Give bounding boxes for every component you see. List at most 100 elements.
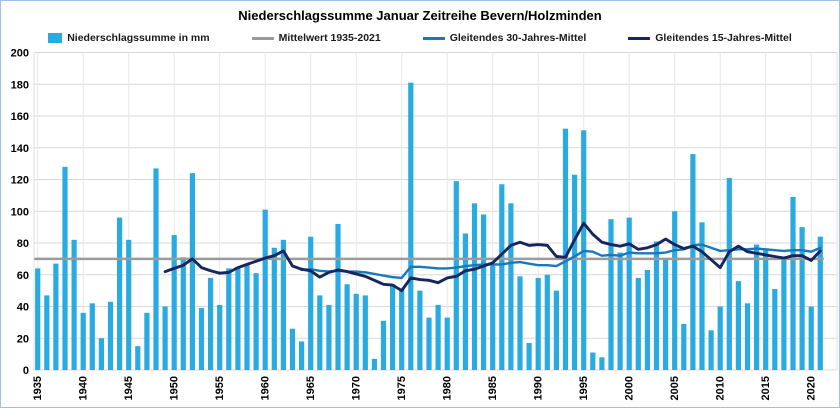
x-axis-label: 1985 xyxy=(487,376,499,400)
precipitation-bar xyxy=(672,211,678,370)
precipitation-bar xyxy=(790,196,796,370)
precipitation-bar xyxy=(390,284,396,370)
precipitation-bar xyxy=(344,284,350,370)
precipitation-bar xyxy=(471,203,478,370)
precipitation-bar xyxy=(80,312,86,370)
x-axis-label: 1950 xyxy=(169,376,181,400)
precipitation-bar xyxy=(754,244,760,370)
precipitation-bar xyxy=(35,268,41,370)
y-axis-label: 200 xyxy=(11,48,29,60)
y-axis-label: 140 xyxy=(11,143,29,155)
precipitation-bar xyxy=(380,320,387,370)
precipitation-bar xyxy=(490,265,496,370)
x-axis-label: 2010 xyxy=(715,376,727,400)
precipitation-bar xyxy=(171,235,177,370)
precipitation-bar xyxy=(326,304,332,370)
precipitation-bar xyxy=(62,166,68,370)
legend-label: Niederschlagssumme in mm xyxy=(67,32,210,44)
precipitation-bar xyxy=(717,306,723,370)
precipitation-bar xyxy=(417,290,423,370)
precipitation-bar xyxy=(699,222,705,370)
x-axis-label: 2005 xyxy=(669,376,681,400)
x-axis-label: 1935 xyxy=(32,376,44,400)
precipitation-bar xyxy=(644,269,650,370)
precipitation-bar xyxy=(226,268,232,370)
precipitation-bar xyxy=(535,277,541,370)
y-axis-label: 20 xyxy=(17,333,29,345)
x-axis-label: 1960 xyxy=(260,376,272,400)
precipitation-bar xyxy=(362,295,368,370)
precipitation-bar xyxy=(817,236,823,370)
precipitation-bar xyxy=(481,214,487,370)
x-axis-label: 2015 xyxy=(760,376,772,400)
precipitation-bar xyxy=(107,301,114,370)
y-axis-label: 40 xyxy=(17,302,29,314)
moving-average-15y-line xyxy=(163,221,822,293)
precipitation-bar xyxy=(117,217,123,370)
precipitation-bar xyxy=(299,341,305,370)
precipitation-bar xyxy=(89,303,95,370)
legend-line-swatch-icon xyxy=(422,36,445,40)
y-axis-label: 80 xyxy=(17,238,29,250)
precipitation-bar xyxy=(544,274,550,370)
precipitation-bar xyxy=(799,227,805,370)
precipitation-bar xyxy=(198,308,205,370)
precipitation-bar xyxy=(44,295,50,370)
y-axis-label: 100 xyxy=(11,206,29,218)
legend-item-niederschlagssumme: Niederschlagssumme in mm xyxy=(48,32,210,44)
precipitation-bar xyxy=(462,233,468,370)
x-axis-label: 1940 xyxy=(78,376,90,400)
legend-label: Gleitendes 15-Jahres-Mittel xyxy=(655,32,792,44)
precipitation-bar xyxy=(763,249,769,370)
precipitation-bar xyxy=(635,277,641,370)
precipitation-bar xyxy=(553,290,559,370)
precipitation-bar xyxy=(235,266,241,370)
x-axis-label: 1970 xyxy=(351,376,363,400)
y-axis-label: 120 xyxy=(11,175,29,187)
chart-legend: Niederschlagssumme in mm Mittelwert 1935… xyxy=(1,32,839,44)
precipitation-bar xyxy=(517,276,523,370)
precipitation-bar xyxy=(280,239,286,370)
precipitation-bar xyxy=(308,236,314,370)
precipitation-bar xyxy=(353,293,359,370)
precipitation-bar xyxy=(808,306,814,370)
y-axis-label: 160 xyxy=(11,111,29,123)
precipitation-bar xyxy=(608,219,614,370)
precipitation-bar xyxy=(189,173,195,370)
legend-line-swatch-icon xyxy=(251,36,274,40)
precipitation-bar xyxy=(53,263,59,370)
precipitation-bar xyxy=(663,258,669,370)
legend-item-15-jahres-mittel: Gleitendes 15-Jahres-Mittel xyxy=(628,32,792,44)
x-axis-label: 1980 xyxy=(442,376,454,400)
x-axis-label: 2000 xyxy=(624,376,636,400)
precipitation-bar xyxy=(772,289,778,370)
precipitation-bar xyxy=(126,239,132,370)
precipitation-bar xyxy=(726,177,732,370)
precipitation-bar xyxy=(599,357,605,370)
chart-title: Niederschlagssumme Januar Zeitreihe Beve… xyxy=(238,8,602,23)
precipitation-bar xyxy=(317,295,323,370)
y-axis-label: 0 xyxy=(23,365,29,377)
precipitation-bar xyxy=(371,358,377,370)
precipitation-bar xyxy=(681,323,687,370)
precipitation-bar xyxy=(690,154,696,370)
y-axis-label: 180 xyxy=(11,79,29,91)
legend-line-swatch-icon xyxy=(628,36,651,40)
legend-item-30-jahres-mittel: Gleitendes 30-Jahres-Mittel xyxy=(422,32,586,44)
precipitation-bar xyxy=(626,217,632,370)
precipitation-bar xyxy=(435,304,441,370)
x-axis-label: 2020 xyxy=(806,376,818,400)
precipitation-bar xyxy=(271,247,277,370)
precipitation-bar xyxy=(444,317,450,370)
precipitation-bar xyxy=(562,128,569,370)
legend-item-mittelwert: Mittelwert 1935-2021 xyxy=(251,32,381,44)
precipitation-bar xyxy=(253,273,259,370)
precipitation-bar xyxy=(499,184,505,370)
precipitation-bar xyxy=(735,281,741,370)
precipitation-bar xyxy=(572,174,578,370)
x-axis-label: 1965 xyxy=(305,376,317,400)
precipitation-bar xyxy=(262,209,268,370)
precipitation-bar xyxy=(653,241,660,370)
